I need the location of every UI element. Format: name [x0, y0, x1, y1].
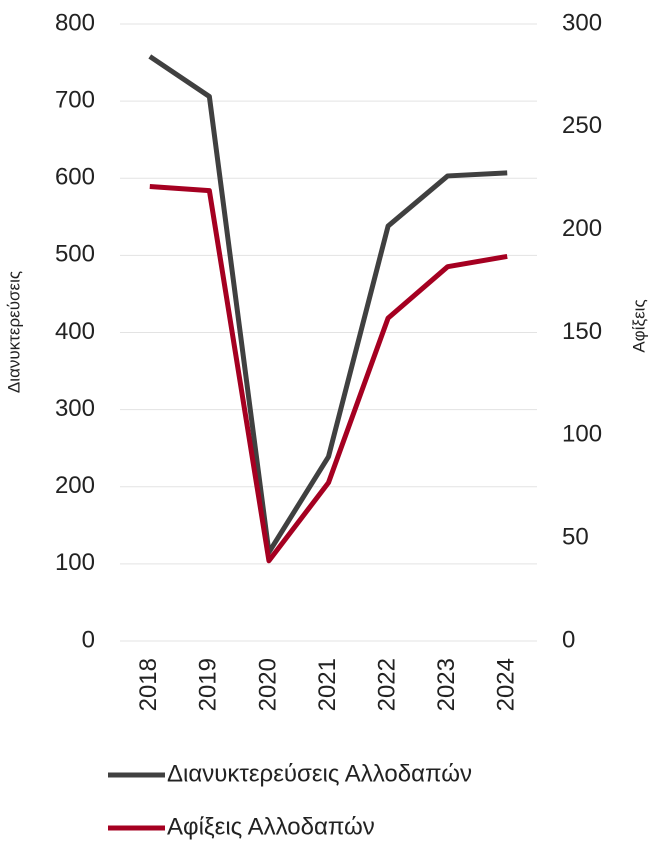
- legend-label: Διανυκτερεύσεις Αλλοδαπών: [167, 760, 472, 787]
- y2-tick-label: 50: [562, 524, 589, 551]
- series-line: [148, 54, 508, 555]
- x-tick-label: 2022: [373, 658, 400, 711]
- y2-tick-label: 250: [562, 112, 602, 139]
- y-tick-label: 200: [55, 472, 95, 499]
- y2-tick-label: 200: [562, 215, 602, 242]
- y-tick-label: 0: [82, 626, 95, 653]
- x-tick-label: 2018: [135, 658, 162, 711]
- y-tick-label: 300: [55, 395, 95, 422]
- y-tick-label: 700: [55, 86, 95, 113]
- y2-tick-label: 300: [562, 9, 602, 36]
- x-tick-label: 2019: [195, 658, 222, 711]
- y-tick-label: 500: [55, 241, 95, 268]
- y-tick-label: 600: [55, 164, 95, 191]
- x-tick-label: 2020: [254, 658, 281, 711]
- x-tick-label: 2023: [433, 658, 460, 711]
- series-line: [149, 183, 508, 564]
- y2-tick-label: 0: [562, 626, 575, 653]
- y-tick-label: 400: [55, 318, 95, 345]
- y2-tick-label: 150: [562, 318, 602, 345]
- y-tick-label: 100: [55, 549, 95, 576]
- y2-tick-label: 100: [562, 421, 602, 448]
- x-tick-label: 2021: [314, 658, 341, 711]
- y-axis-title: Διανυκτερεύσεις: [4, 271, 23, 393]
- legend-label: Αφίξεις Αλλοδαπών: [167, 813, 375, 840]
- x-tick-label: 2024: [493, 658, 520, 711]
- y2-axis-title: Αφίξεις: [629, 299, 648, 352]
- y-tick-label: 800: [55, 9, 95, 36]
